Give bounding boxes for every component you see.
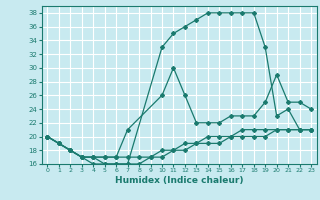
X-axis label: Humidex (Indice chaleur): Humidex (Indice chaleur): [115, 176, 244, 185]
